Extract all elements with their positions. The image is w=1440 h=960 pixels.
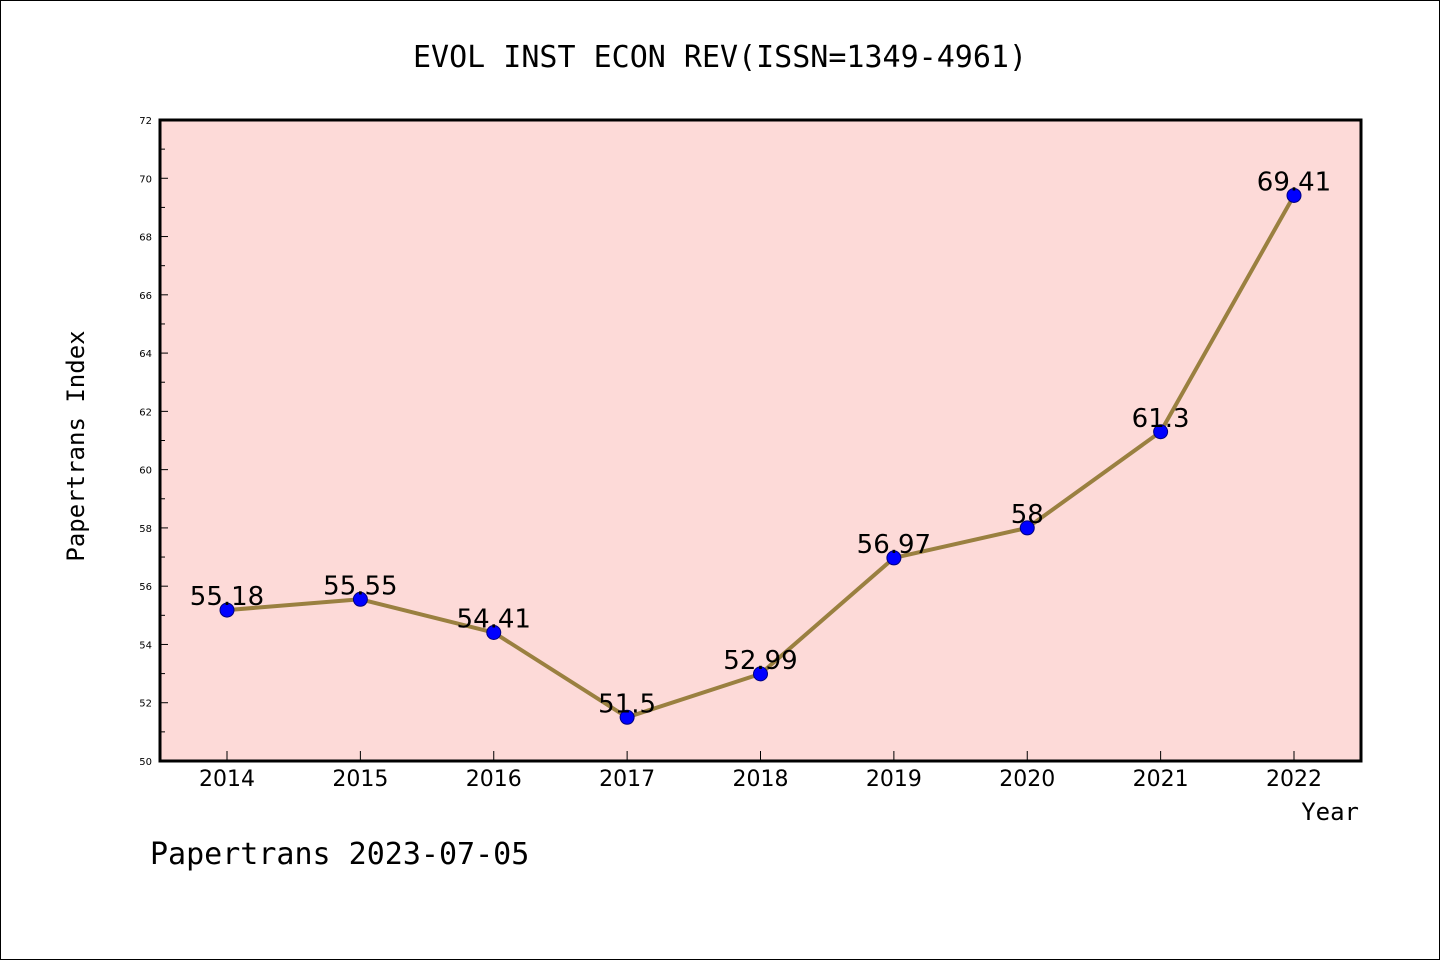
y-tick-label: 56 [139,582,152,593]
data-label: 55.55 [323,571,397,601]
data-point [486,625,502,641]
y-tick-label: 58 [139,524,152,535]
y-axis-title: Papertrans Index [62,330,90,561]
y-tick-label: 66 [139,291,152,302]
data-label: 54.41 [457,605,531,635]
x-tick-label: 2016 [466,767,522,792]
data-label: 51.5 [598,689,656,719]
data-point [1153,424,1169,440]
data-point [219,602,235,618]
data-point [352,591,368,607]
x-tick-label: 2022 [1266,767,1322,792]
y-tick-label: 70 [139,174,152,185]
x-tick-label: 2021 [1133,767,1189,792]
plot-area [158,118,1363,763]
data-point [753,666,768,682]
data-point [619,709,635,725]
y-tick-label: 72 [139,116,152,127]
y-tick-label: 50 [139,757,152,768]
x-axis: 2014 2015 2016 2017 2018 2019 2020 2021 2022 [199,751,1322,792]
y-tick-label: 64 [139,349,152,360]
data-point [1286,187,1302,203]
y-tick-label: 52 [139,699,152,710]
data-labels: 55.18 55.55 54.41 51.5 52.99 56.97 58 61.3 69.41 [190,167,1331,719]
data-label: 58 [1011,500,1044,530]
data-label: 69.41 [1257,167,1331,197]
data-label: 52.99 [723,646,797,676]
data-label: 55.18 [190,582,264,612]
x-tick-label: 2014 [199,767,255,792]
data-point [886,550,902,566]
y-tick-label: 62 [139,407,152,418]
y-tick-label: 54 [139,640,152,651]
data-series [219,187,1302,725]
x-tick-label: 2015 [332,767,388,792]
x-tick-label: 2019 [866,767,922,792]
footer-stamp: Papertrans 2023-07-05 [150,837,529,872]
y-tick-label: 68 [139,233,152,244]
data-label: 56.97 [857,530,931,560]
y-axis: 50 52 54 56 58 60 62 64 66 68 70 72 [139,116,168,768]
y-tick-label: 60 [139,466,152,477]
x-tick-label: 2018 [733,767,789,792]
data-label: 61.3 [1132,404,1190,434]
x-axis-title: Year [1301,798,1359,826]
x-tick-label: 2020 [999,767,1055,792]
data-point [1019,520,1035,536]
chart-title: EVOL INST ECON REV(ISSN=1349-4961) [413,40,1027,75]
x-tick-label: 2017 [599,767,655,792]
